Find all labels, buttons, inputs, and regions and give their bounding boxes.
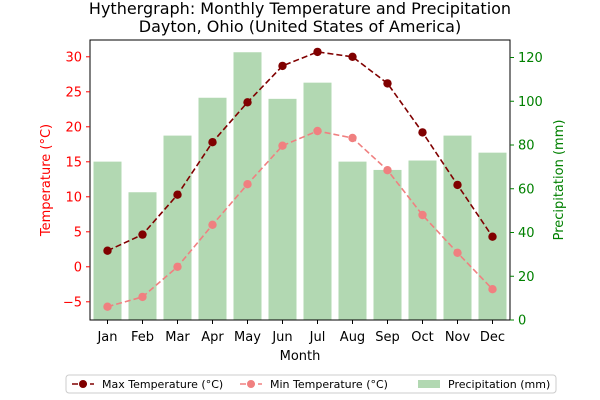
min-temp-point xyxy=(278,141,287,150)
precip-bar xyxy=(198,97,227,320)
max-temp-point xyxy=(173,190,182,199)
legend-swatch xyxy=(418,380,440,388)
max-temp-point xyxy=(138,230,147,239)
precip-bar xyxy=(303,82,332,320)
chart-title: Hythergraph: Monthly Temperature and Pre… xyxy=(89,0,511,18)
y-left-tick-label: 10 xyxy=(65,190,82,205)
max-temp-line xyxy=(107,51,494,252)
min-temp-point xyxy=(488,285,497,294)
y-left-tick-label: −5 xyxy=(63,295,82,310)
x-tick-label: Dec xyxy=(480,330,505,345)
max-temp-point xyxy=(103,246,112,255)
legend-box xyxy=(65,374,557,394)
precip-bar xyxy=(93,161,122,320)
min-temp-point xyxy=(418,210,427,220)
y-right-tick-label: 100 xyxy=(518,95,543,110)
max-temp-point xyxy=(278,61,287,71)
x-tick-label: Apr xyxy=(201,330,224,345)
min-temp-line xyxy=(107,130,494,308)
y-left-tick-label: 15 xyxy=(65,155,82,170)
min-temp-point xyxy=(208,220,217,229)
min-temp-point xyxy=(173,262,182,271)
y-right-tick-label: 120 xyxy=(518,51,543,66)
x-tick-label: May xyxy=(234,330,261,345)
x-tick-label: Feb xyxy=(131,330,154,345)
min-temp-point xyxy=(453,248,462,257)
precip-bar xyxy=(338,161,367,320)
x-tick-label: Jan xyxy=(96,330,117,345)
y-left-tick-label: 25 xyxy=(65,85,82,100)
y-left-tick-label: 30 xyxy=(65,50,82,65)
x-tick-label: Sep xyxy=(375,330,400,345)
precip-bar xyxy=(163,135,192,320)
y-right-tick-label: 0 xyxy=(518,314,526,329)
min-temp-point xyxy=(348,133,357,143)
precip-bar xyxy=(443,135,472,320)
max-temp-point xyxy=(313,47,322,57)
precip-bar xyxy=(373,169,402,320)
legend: Max Temperature (°C) Min Temperature (°C)… xyxy=(65,374,557,394)
legend-label: Precipitation (mm) xyxy=(448,378,550,391)
x-axis-label: Month xyxy=(280,349,321,364)
max-temp-point xyxy=(453,180,462,190)
x-tick-label: Jul xyxy=(309,330,326,345)
legend-marker xyxy=(247,380,255,388)
min-temp-point xyxy=(243,180,252,189)
y-right-tick-label: 20 xyxy=(518,270,535,285)
y-axis-right-label: Precipitation (mm) xyxy=(552,120,567,241)
min-temp-point xyxy=(138,292,147,302)
x-tick-label: Jun xyxy=(271,330,292,345)
precip-bar xyxy=(408,160,437,320)
y-right-tick-label: 60 xyxy=(518,182,535,197)
x-tick-label: Oct xyxy=(411,330,433,345)
max-temp-point xyxy=(488,232,497,241)
x-tick-label: Nov xyxy=(445,330,471,345)
plot-area: Jan Feb Mar Apr May Jun Jul Aug Sep Oct Nov Dec −5 0 5… xyxy=(63,39,543,345)
y-left-tick-label: 0 xyxy=(74,260,82,275)
max-temp-point xyxy=(243,98,252,107)
min-temp-point xyxy=(313,126,322,136)
legend-label: Max Temperature (°C) xyxy=(102,378,223,391)
y-left-tick-label: 20 xyxy=(65,120,82,135)
y-left-tick-label: 5 xyxy=(74,225,82,240)
x-tick-label: Mar xyxy=(165,330,190,345)
max-temp-point xyxy=(383,79,392,88)
y-right-tick-label: 80 xyxy=(518,139,535,154)
chart-subtitle: Dayton, Ohio (United States of America) xyxy=(139,17,461,36)
legend-label: Min Temperature (°C) xyxy=(270,378,388,391)
max-temp-point xyxy=(348,52,357,61)
max-temp-point xyxy=(208,138,217,147)
precip-bar xyxy=(268,98,297,320)
min-temp-point xyxy=(103,302,112,311)
max-temp-point xyxy=(418,128,427,137)
min-temp-point xyxy=(383,166,392,175)
y-right-tick-label: 40 xyxy=(518,226,535,241)
legend-marker xyxy=(79,380,87,388)
plot-frame xyxy=(89,39,511,321)
x-tick-label: Aug xyxy=(340,330,365,345)
y-axis-left-label: Temperature (°C) xyxy=(39,124,54,237)
